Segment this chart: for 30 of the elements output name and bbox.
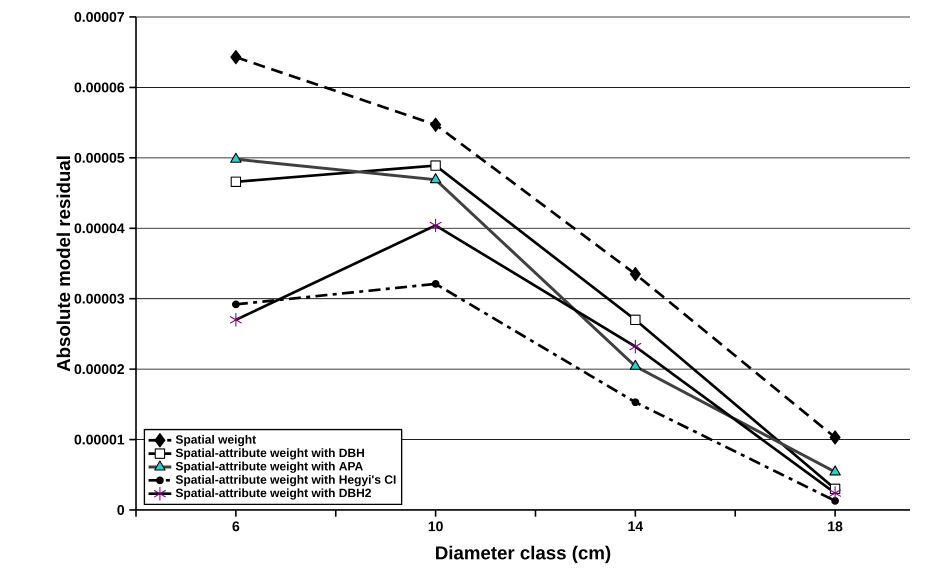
point: [630, 266, 641, 282]
point: [630, 314, 641, 326]
x-tick-label: 14: [628, 521, 644, 531]
point: [230, 50, 242, 64]
legend-label: Spatial-attribute weight with APA: [176, 462, 363, 473]
y-tick-label: 0.00006: [74, 82, 124, 92]
y-tick-label: 0.00005: [74, 152, 124, 163]
x-tick-label: 6: [232, 521, 240, 532]
x-tick-label: 10: [428, 521, 443, 532]
point: [631, 398, 640, 406]
y-tick-label: 0.00004: [74, 223, 125, 234]
x-tick-label: 18: [828, 521, 842, 532]
y-tick-label: 0.00003: [74, 294, 124, 304]
y-tick-label: 0: [117, 505, 124, 515]
legend-label: Spatial-attribute weight with DBH: [176, 448, 364, 460]
legend-label: Spatial-attribute weight with Hegyi's CI: [176, 474, 396, 486]
point: [831, 496, 839, 505]
point: [232, 300, 240, 308]
point: [830, 430, 841, 445]
point: [230, 176, 242, 187]
legend-label: Spatial weight: [176, 434, 256, 446]
point: [430, 160, 441, 171]
y-tick-label: 0.00001: [74, 434, 124, 445]
point: [432, 280, 440, 288]
legend-label: Spatial-attribute weight with DBH2: [176, 488, 371, 500]
point: [430, 118, 442, 132]
y-tick-label: 0.00007: [74, 12, 124, 22]
x-axis-title: Diameter class (cm): [436, 546, 610, 564]
y-tick-label: 0.00002: [74, 364, 124, 374]
y-axis-title: Absolute model residual: [56, 156, 70, 372]
